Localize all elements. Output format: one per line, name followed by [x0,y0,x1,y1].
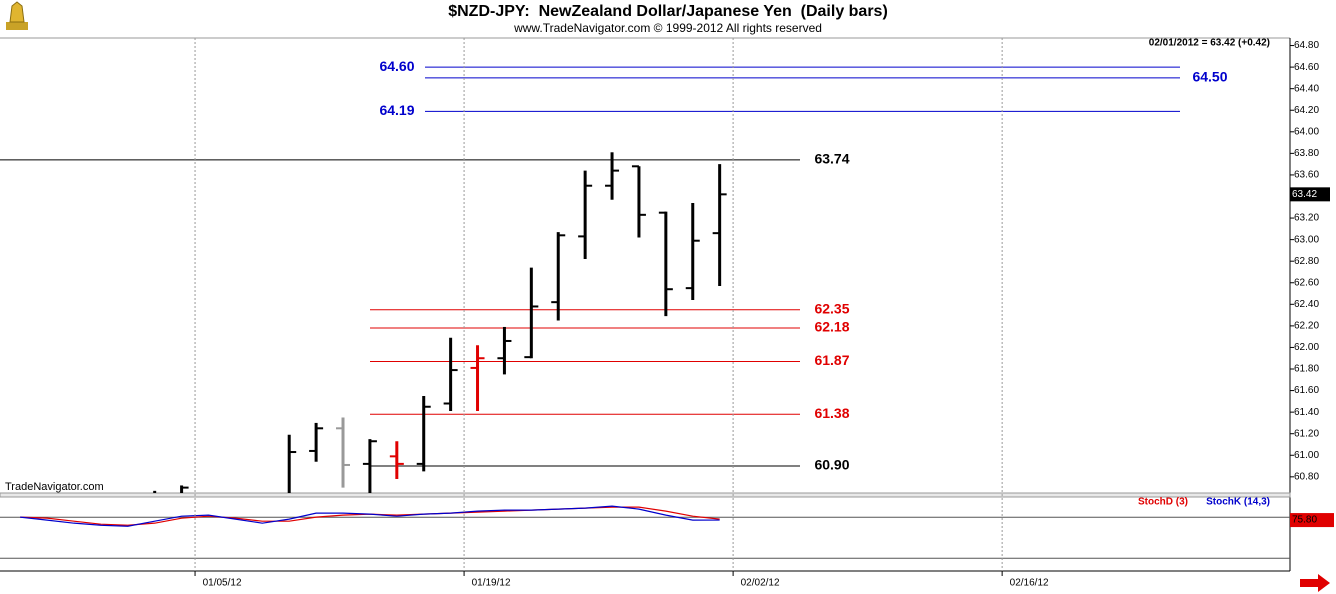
watermark: TradeNavigator.com [5,481,104,493]
y-tick-label: 64.00 [1294,126,1319,137]
level-label: 61.38 [814,405,849,421]
quote: 02/01/2012 = 63.42 (+0.42) [1149,38,1270,49]
price-box [1290,187,1330,202]
level-label: 64.60 [379,58,414,74]
y-tick-label: 61.80 [1294,364,1319,375]
y-tick-label: 63.60 [1294,170,1319,181]
stoch-panel [0,505,1290,559]
y-tick-label: 62.60 [1294,277,1319,288]
legend-entry: StochK (14,3) [1206,497,1270,508]
level-label: 64.50 [1192,69,1227,85]
price-panel [0,66,1180,493]
y-tick-label: 61.60 [1294,385,1319,396]
logo-icon [6,1,28,30]
y-tick-label: 62.00 [1294,342,1319,353]
chart-title: $NZD-JPY: NewZealand Dollar/Japanese Yen… [448,3,888,20]
level-label: 64.19 [379,102,414,118]
y-tick-label: 64.40 [1294,83,1319,94]
stoch-value-box [1290,513,1334,528]
y-tick-label: 63.00 [1294,234,1319,245]
panel-separator [0,492,1291,498]
scroll-arrow[interactable] [1300,574,1330,592]
level-label: 62.35 [814,300,849,316]
y-tick-label: 64.60 [1294,62,1319,73]
legend-entry: StochD (3) [1138,497,1188,508]
y-tick-label: 63.80 [1294,148,1319,159]
y-tick-label: 61.20 [1294,428,1319,439]
y-tick-label: 61.00 [1294,450,1319,461]
y-tick-label: 62.40 [1294,299,1319,310]
x-tick-label: 01/19/12 [472,578,511,589]
stoch-value-label: 75.80 [1292,515,1317,526]
price-box-label: 63.42 [1292,189,1317,200]
level-label: 63.74 [814,151,849,167]
y-tick-label: 63.20 [1294,213,1319,224]
level-label: 62.18 [814,319,849,335]
x-tick-label: 01/05/12 [203,578,242,589]
x-tick-label: 02/02/12 [741,578,780,589]
y-tick-label: 60.80 [1294,471,1319,482]
y-tick-label: 64.80 [1294,40,1319,51]
y-tick-label: 62.80 [1294,256,1319,267]
level-label: 60.90 [814,457,849,473]
x-tick-label: 02/16/12 [1010,578,1049,589]
chart-subtitle: www.TradeNavigator.com © 1999-2012 All r… [513,21,822,35]
y-tick-label: 61.40 [1294,407,1319,418]
level-label: 61.87 [814,352,849,368]
y-tick-label: 64.20 [1294,105,1319,116]
y-tick-label: 62.20 [1294,321,1319,332]
stoch-line [20,505,720,527]
